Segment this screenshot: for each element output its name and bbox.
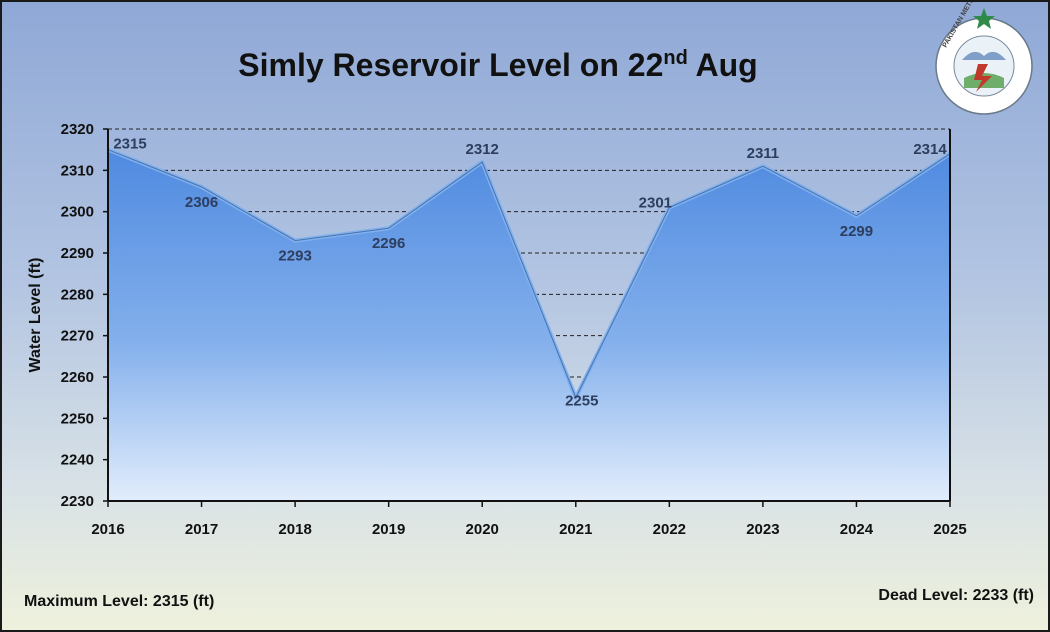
y-tick-label: 2290	[61, 245, 94, 262]
data-label: 2299	[840, 223, 873, 240]
data-label: 2306	[185, 194, 218, 211]
x-tick-label: 2025	[933, 521, 966, 538]
x-tick-label: 2019	[372, 521, 405, 538]
max-level-note: Maximum Level: 2315 (ft)	[24, 593, 215, 610]
data-label: 2301	[639, 195, 672, 212]
x-tick-label: 2022	[653, 521, 686, 538]
y-tick-label: 2300	[61, 204, 94, 221]
y-tick-label: 2230	[61, 493, 94, 510]
y-axis-title: Water Level (ft)	[27, 258, 44, 373]
data-label: 2311	[747, 145, 780, 162]
y-tick-label: 2310	[61, 162, 94, 179]
title-main: Simly Reservoir Level on 22	[238, 47, 663, 83]
star-icon	[973, 8, 995, 29]
data-label: 2293	[278, 248, 311, 265]
plot-area: 2230 2240 2250 2260 2270 2280 2290 2300 2310 2320…	[27, 121, 967, 538]
x-tick-label: 2018	[278, 521, 311, 538]
y-tick-label: 2270	[61, 328, 94, 345]
series-line-shadow	[107, 149, 951, 399]
bolt-icon	[974, 64, 992, 92]
y-tick-label: 2280	[61, 286, 94, 303]
data-label: 2296	[372, 235, 405, 252]
data-label: 2312	[466, 141, 499, 158]
x-tick-label: 2016	[91, 521, 124, 538]
x-tick-label: 2021	[559, 521, 592, 538]
y-tick-label: 2320	[61, 121, 94, 138]
pmd-logo: PAKISTAN METEOROLOGICAL DEPARTMENT	[935, 2, 1033, 115]
y-tick-label: 2240	[61, 452, 94, 469]
title-superscript: nd	[663, 47, 687, 69]
chart-title: Simly Reservoir Level on 22nd Aug	[238, 47, 757, 83]
data-label: 2315	[113, 136, 146, 153]
x-tick-label: 2024	[840, 521, 874, 538]
title-tail: Aug	[688, 47, 758, 83]
x-tick-label: 2020	[466, 521, 499, 538]
data-label: 2255	[565, 393, 598, 410]
dead-level-note: Dead Level: 2233 (ft)	[878, 587, 1034, 604]
data-label: 2314	[913, 141, 947, 158]
y-tick-label: 2250	[61, 410, 94, 427]
cloud-icon	[962, 51, 1006, 60]
x-tick-label: 2023	[746, 521, 779, 538]
y-tick-label: 2260	[61, 369, 94, 386]
area-fill	[108, 149, 950, 501]
x-tick-label: 2017	[185, 521, 218, 538]
